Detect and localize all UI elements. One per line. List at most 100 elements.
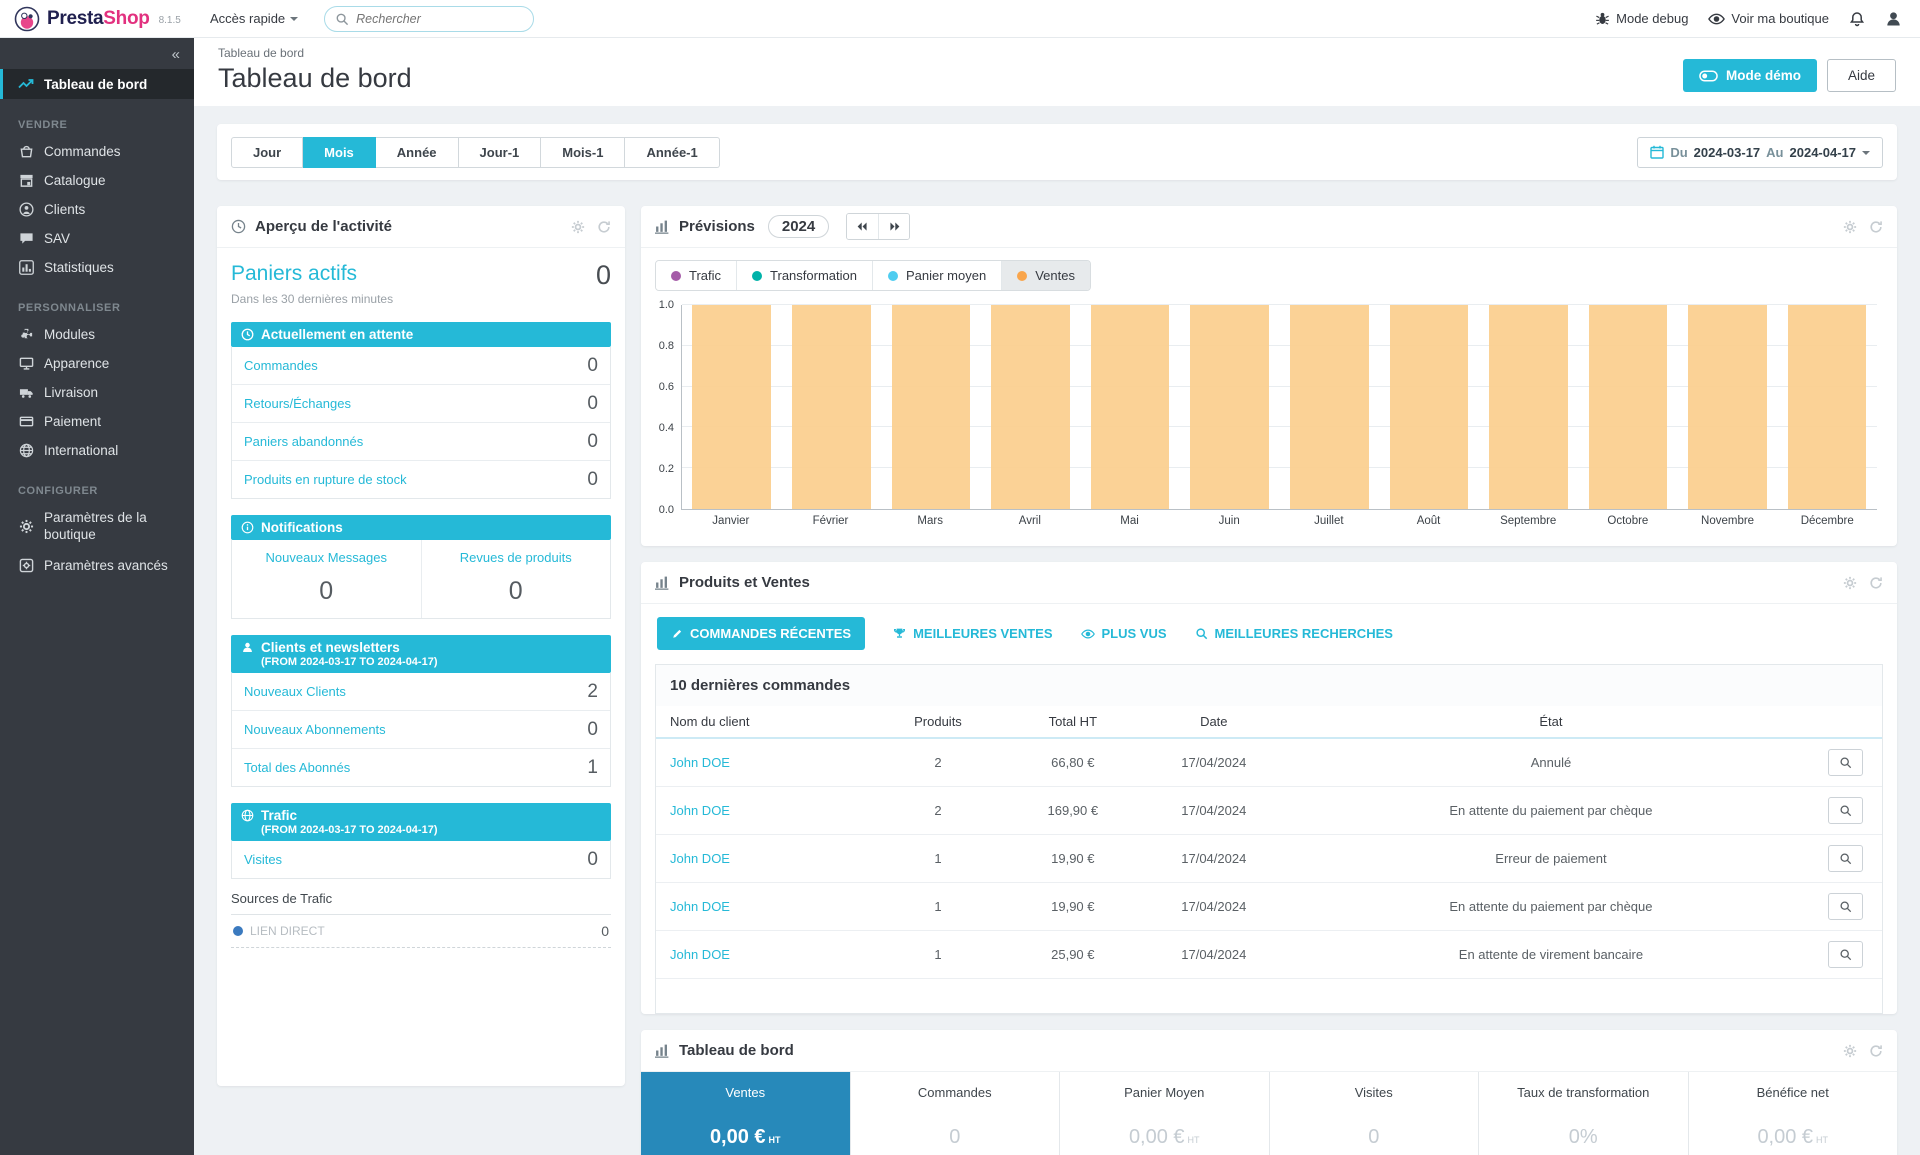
view-shop-button[interactable]: Voir ma boutique <box>1708 11 1829 26</box>
sidebar-item-international[interactable]: International <box>0 436 194 465</box>
tab-commandes-recentes[interactable]: COMMANDES RÉCENTES <box>657 617 866 650</box>
legend-ventes[interactable]: Ventes <box>1001 261 1090 290</box>
visits-link[interactable]: Visites <box>244 852 283 867</box>
customer-link[interactable]: John DOE <box>670 755 730 770</box>
sidebar-item-clients[interactable]: Clients <box>0 195 194 224</box>
view-order-button[interactable] <box>1827 893 1863 920</box>
notifications-bell-button[interactable] <box>1849 11 1865 27</box>
customer-link[interactable]: John DOE <box>670 803 730 818</box>
pending-paniers-link[interactable]: Paniers abandonnés <box>244 434 364 449</box>
filter-mois-1[interactable]: Mois-1 <box>541 136 626 168</box>
panier-moyen-dot <box>887 270 898 281</box>
kpi-commandes[interactable]: Commandes 0 <box>851 1072 1060 1155</box>
activity-overview-panel: Aperçu de l'activité Paniers actifs 0 <box>217 206 625 1086</box>
kpi-ventes[interactable]: Ventes 0,00 € HT <box>641 1072 851 1155</box>
gear-icon[interactable] <box>1843 220 1857 234</box>
list-item: Paniers abandonnés 0 <box>232 423 610 461</box>
sidebar-item-sav[interactable]: SAV <box>0 224 194 253</box>
kpi-taux-transformation[interactable]: Taux de transformation 0% <box>1479 1072 1689 1155</box>
status-badge: Erreur de paiement <box>1293 834 1809 883</box>
sidebar-item-commandes[interactable]: Commandes <box>0 137 194 166</box>
sidebar-item-parametres-avances[interactable]: Paramètres avancés <box>0 551 194 580</box>
sidebar-collapse-button[interactable]: « <box>171 46 180 63</box>
x-tick-label: Novembre <box>1701 515 1755 527</box>
pending-rupture-link[interactable]: Produits en rupture de stock <box>244 472 407 487</box>
quick-access-dropdown[interactable]: Accès rapide <box>210 11 299 26</box>
sidebar-item-paiement[interactable]: Paiement <box>0 407 194 436</box>
gear-icon[interactable] <box>1843 576 1857 590</box>
help-button[interactable]: Aide <box>1826 59 1896 92</box>
sidebar-item-statistiques[interactable]: Statistiques <box>0 253 194 282</box>
col-date: Date <box>1134 706 1294 739</box>
eye-icon <box>1080 629 1095 639</box>
date-range-picker[interactable]: Du 2024-03-17 Au 2024-04-17 <box>1637 136 1883 168</box>
monitor-icon <box>18 356 34 371</box>
previous-year-button[interactable] <box>847 214 879 239</box>
sidebar-item-catalogue[interactable]: Catalogue <box>0 166 194 195</box>
new-messages-link[interactable]: Nouveaux Messages <box>265 550 387 565</box>
x-tick-label: Août <box>1416 515 1441 527</box>
status-badge: En attente du paiement par chèque <box>1293 882 1809 931</box>
view-order-button[interactable] <box>1827 797 1863 824</box>
tab-meilleures-recherches[interactable]: MEILLEURES RECHERCHES <box>1195 617 1393 650</box>
filter-jour[interactable]: Jour <box>231 136 304 168</box>
customer-link[interactable]: John DOE <box>670 851 730 866</box>
gear-icon[interactable] <box>1843 1044 1857 1058</box>
pencil-icon <box>671 628 683 640</box>
view-order-button[interactable] <box>1827 845 1863 872</box>
pending-retours-link[interactable]: Retours/Échanges <box>244 396 351 411</box>
customer-link[interactable]: John DOE <box>670 899 730 914</box>
x-tick-label: Janvier <box>712 515 750 527</box>
refresh-icon[interactable] <box>1869 220 1883 234</box>
demo-mode-button[interactable]: Mode démo <box>1682 59 1817 92</box>
new-subscriptions-link[interactable]: Nouveaux Abonnements <box>244 722 386 737</box>
search-bar[interactable] <box>324 5 535 32</box>
new-customers-link[interactable]: Nouveaux Clients <box>244 684 346 699</box>
traffic-banner: Trafic (FROM 2024-03-17 TO 2024-04-17) <box>231 803 611 841</box>
kpi-benefice-net[interactable]: Bénéfice net 0,00 € HT <box>1756 1085 1829 1148</box>
view-order-button[interactable] <box>1827 749 1863 776</box>
refresh-icon[interactable] <box>1869 1044 1883 1058</box>
search-input[interactable] <box>356 11 524 26</box>
refresh-icon[interactable] <box>597 220 611 234</box>
tab-plus-vus[interactable]: PLUS VUS <box>1080 617 1167 650</box>
sidebar-item-parametres-boutique[interactable]: Paramètres de la boutique <box>0 503 194 551</box>
customer-link[interactable]: John DOE <box>670 947 730 962</box>
bug-icon <box>1595 11 1610 26</box>
user-avatar-button[interactable] <box>1885 10 1902 27</box>
sidebar-item-apparence[interactable]: Apparence <box>0 349 194 378</box>
prestashop-logo[interactable]: PrestaShop 8.1.5 <box>0 6 194 32</box>
dashboard-kpi-panel: Tableau de bord Ventes 0,00 € HT <box>641 1030 1897 1155</box>
debug-mode-button[interactable]: Mode debug <box>1595 11 1688 26</box>
product-reviews-link[interactable]: Revues de produits <box>459 550 572 565</box>
total-subscribers-link[interactable]: Total des Abonnés <box>244 760 351 775</box>
tab-meilleures-ventes[interactable]: MEILLEURES VENTES <box>893 617 1053 650</box>
refresh-icon[interactable] <box>1869 576 1883 590</box>
sidebar-item-modules[interactable]: Modules <box>0 320 194 349</box>
y-tick-label: 1.0 <box>658 299 674 311</box>
next-year-button[interactable] <box>878 214 910 239</box>
sidebar-item-dashboard[interactable]: Tableau de bord <box>0 69 194 99</box>
status-badge: En attente du paiement par chèque <box>1293 786 1809 835</box>
logo-wordmark: PrestaShop <box>47 7 150 29</box>
legend-panier-moyen[interactable]: Panier moyen <box>871 261 1002 290</box>
filter-jour-1[interactable]: Jour-1 <box>458 136 542 168</box>
forecast-chart: 0.0 0.2 0.4 0.6 0.8 1.0 Janvier Février Mars Avr… <box>641 295 1897 546</box>
x-tick-label: Juillet <box>1314 515 1344 527</box>
clock-icon <box>231 219 246 234</box>
legend-trafic[interactable]: Trafic <box>656 261 737 290</box>
filter-annee-1[interactable]: Année-1 <box>625 136 720 168</box>
sidebar-item-livraison[interactable]: Livraison <box>0 378 194 407</box>
pending-commandes-link[interactable]: Commandes <box>244 358 318 373</box>
gear-icon[interactable] <box>571 220 585 234</box>
filter-annee[interactable]: Année <box>375 136 459 168</box>
kpi-visites[interactable]: Visites 0 <box>1270 1072 1479 1155</box>
forecast-bar-octobre <box>1588 305 1668 509</box>
x-axis-labels: Janvier Février Mars Avril Mai Juin Juillet Aoû… <box>681 510 1877 532</box>
kpi-panier-moyen[interactable]: Panier Moyen 0,00 € HT <box>1060 1072 1270 1155</box>
filter-mois[interactable]: Mois <box>303 136 376 168</box>
legend-transformation[interactable]: Transformation <box>736 261 872 290</box>
active-carts-link[interactable]: Paniers actifs <box>231 262 358 285</box>
list-item: Nouveaux Clients 2 <box>232 673 610 711</box>
view-order-button[interactable] <box>1827 941 1863 968</box>
